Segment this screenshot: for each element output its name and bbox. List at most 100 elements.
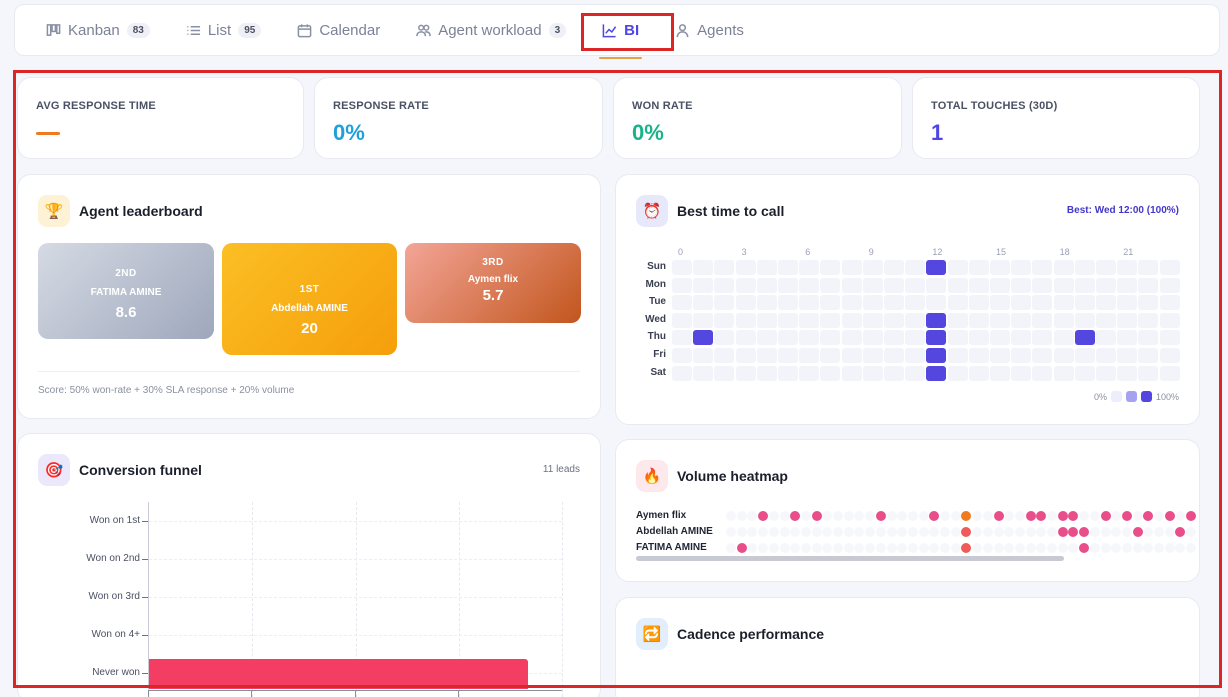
heatmap-cell[interactable]	[714, 348, 735, 363]
volume-dot[interactable]	[758, 543, 769, 553]
heatmap-cell[interactable]	[1159, 365, 1180, 381]
heatmap-cell[interactable]	[820, 330, 841, 346]
heatmap-cell[interactable]	[862, 295, 883, 311]
heatmap-cell[interactable]	[1032, 312, 1053, 328]
heatmap-cell[interactable]	[926, 312, 947, 328]
volume-dot[interactable]	[929, 543, 940, 553]
volume-dot[interactable]	[982, 543, 993, 553]
tab-agents[interactable]: Agents	[666, 12, 753, 48]
heatmap-cell[interactable]	[1011, 277, 1032, 293]
heatmap-cell[interactable]	[926, 348, 947, 363]
heatmap-cell[interactable]	[1096, 348, 1116, 363]
volume-dot[interactable]	[833, 543, 843, 553]
heatmap-cell[interactable]	[672, 312, 692, 328]
heatmap-cell[interactable]	[990, 295, 1010, 311]
heatmap-cell[interactable]	[1032, 295, 1053, 311]
volume-dot[interactable]	[1057, 543, 1068, 553]
heatmap-cell[interactable]	[926, 277, 947, 293]
heatmap-cell[interactable]	[841, 312, 862, 328]
volume-dot[interactable]	[1132, 527, 1143, 537]
heatmap-cell[interactable]	[1159, 348, 1180, 363]
heatmap-cell[interactable]	[693, 260, 714, 275]
heatmap-cell[interactable]	[926, 260, 947, 275]
volume-dot[interactable]	[886, 511, 897, 521]
heatmap-cell[interactable]	[841, 365, 862, 381]
volume-dot[interactable]	[875, 543, 886, 553]
volume-dot[interactable]	[843, 527, 854, 537]
heatmap-cell[interactable]	[862, 348, 883, 363]
volume-dot[interactable]	[1111, 527, 1122, 537]
heatmap-cell[interactable]	[1053, 260, 1074, 275]
volume-dot[interactable]	[1164, 543, 1175, 553]
heatmap-cell[interactable]	[1138, 312, 1159, 328]
heatmap-cell[interactable]	[1096, 260, 1116, 275]
volume-dot[interactable]	[982, 511, 993, 521]
heatmap-cell[interactable]	[905, 260, 926, 275]
volume-dot[interactable]	[800, 543, 811, 553]
heatmap-cell[interactable]	[841, 295, 862, 311]
heatmap-cell[interactable]	[1032, 330, 1053, 346]
heatmap-cell[interactable]	[714, 330, 735, 346]
heatmap-cell[interactable]	[1032, 348, 1053, 363]
volume-dot[interactable]	[1175, 543, 1186, 553]
tab-agent-workload[interactable]: Agent workload 3	[407, 12, 575, 48]
volume-dot[interactable]	[972, 527, 983, 537]
heatmap-cell[interactable]	[884, 348, 904, 363]
heatmap-cell[interactable]	[778, 330, 798, 346]
heatmap-cell[interactable]	[884, 312, 904, 328]
heatmap-cell[interactable]	[1138, 295, 1159, 311]
heatmap-cell[interactable]	[735, 365, 756, 381]
volume-dot[interactable]	[1186, 543, 1197, 553]
volume-dot[interactable]	[1014, 511, 1025, 521]
volume-dot[interactable]	[972, 511, 983, 521]
heatmap-cell[interactable]	[1053, 277, 1074, 293]
volume-dot[interactable]	[768, 527, 779, 537]
heatmap-cell[interactable]	[947, 365, 968, 381]
heatmap-cell[interactable]	[693, 277, 714, 293]
tab-kanban[interactable]: Kanban 83	[37, 12, 159, 48]
heatmap-cell[interactable]	[778, 365, 798, 381]
heatmap-cell[interactable]	[799, 330, 820, 346]
heatmap-cell[interactable]	[820, 365, 841, 381]
heatmap-cell[interactable]	[947, 312, 968, 328]
heatmap-cell[interactable]	[1074, 295, 1095, 311]
heatmap-cell[interactable]	[756, 312, 777, 328]
volume-dot[interactable]	[961, 543, 972, 553]
tab-bi[interactable]: BI	[593, 12, 648, 59]
volume-dot[interactable]	[1089, 511, 1100, 521]
volume-dot[interactable]	[1025, 511, 1036, 521]
heatmap-cell[interactable]	[990, 365, 1010, 381]
volume-dot[interactable]	[1036, 543, 1047, 553]
heatmap-cell[interactable]	[1053, 312, 1074, 328]
heatmap-cell[interactable]	[1053, 330, 1074, 346]
volume-dot[interactable]	[822, 543, 833, 553]
heatmap-cell[interactable]	[799, 312, 820, 328]
heatmap-cell[interactable]	[1138, 365, 1159, 381]
heatmap-cell[interactable]	[735, 260, 756, 275]
heatmap-cell[interactable]	[947, 330, 968, 346]
volume-dot[interactable]	[1014, 543, 1025, 553]
heatmap-cell[interactable]	[1159, 277, 1180, 293]
heatmap-cell[interactable]	[714, 277, 735, 293]
heatmap-cell[interactable]	[756, 365, 777, 381]
volume-dot[interactable]	[1132, 511, 1143, 521]
volume-dot[interactable]	[1057, 527, 1068, 537]
heatmap-cell[interactable]	[714, 365, 735, 381]
heatmap-cell[interactable]	[926, 330, 947, 346]
volume-dot[interactable]	[1089, 527, 1100, 537]
heatmap-cell[interactable]	[1096, 277, 1116, 293]
heatmap-cell[interactable]	[905, 277, 926, 293]
heatmap-cell[interactable]	[862, 260, 883, 275]
heatmap-cell[interactable]	[672, 330, 692, 346]
volume-dot[interactable]	[1154, 543, 1164, 553]
heatmap-cell[interactable]	[820, 295, 841, 311]
heatmap-cell[interactable]	[947, 260, 968, 275]
heatmap-cell[interactable]	[1096, 330, 1116, 346]
volume-dot[interactable]	[758, 511, 769, 521]
heatmap-cell[interactable]	[693, 330, 714, 346]
heatmap-cell[interactable]	[1159, 330, 1180, 346]
heatmap-cell[interactable]	[1074, 277, 1095, 293]
heatmap-cell[interactable]	[1117, 365, 1138, 381]
volume-dot[interactable]	[1100, 543, 1111, 553]
volume-dot[interactable]	[1089, 543, 1100, 553]
